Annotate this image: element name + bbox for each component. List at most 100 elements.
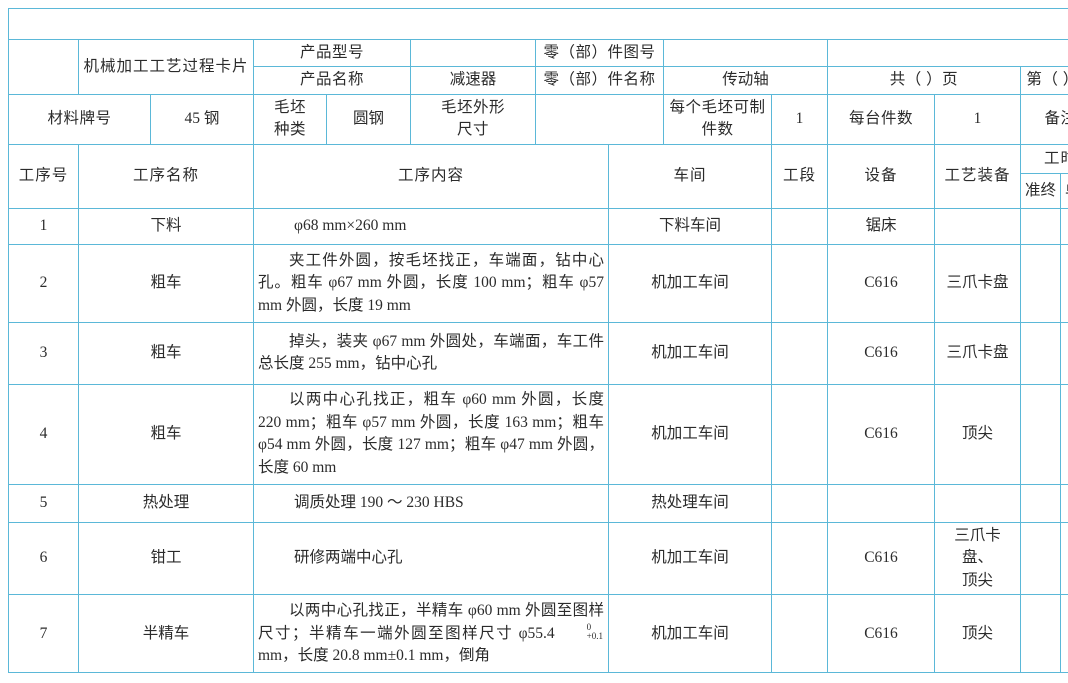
cell-work-hours-setup[interactable] xyxy=(1020,383,1061,485)
col-process-content: 工序内容 xyxy=(253,143,609,209)
total-pages-label[interactable]: 共（ ）页 xyxy=(827,66,1021,95)
parts-per-blank-value[interactable]: 1 xyxy=(771,93,828,145)
work-hours-subheader-row: 准终 单件 xyxy=(9,172,1068,209)
cell-work-hours-setup[interactable] xyxy=(1020,321,1061,385)
cell-tooling: 三爪卡盘 xyxy=(934,321,1021,385)
part-drawing-no-value[interactable] xyxy=(663,38,828,68)
cell-tooling: 三爪卡盘 xyxy=(934,243,1021,323)
cell-workshop: 机加工车间 xyxy=(608,243,772,323)
column-header-row: 工序号 工序名称 工序内容 车间 工段 设备 工艺装备 工时 xyxy=(8,143,1068,209)
part-name-value[interactable]: 传动轴 xyxy=(663,66,828,95)
cell-process-no: 3 xyxy=(8,321,79,385)
cell-process-content: φ68 mm×260 mm xyxy=(253,207,609,245)
col-equipment: 设备 xyxy=(827,143,935,209)
cell-work-hours-unit[interactable] xyxy=(1059,483,1068,523)
cell-tooling xyxy=(934,483,1021,523)
product-model-value[interactable] xyxy=(410,38,536,68)
cell-process-no: 4 xyxy=(8,383,79,485)
cell-section[interactable] xyxy=(771,483,828,523)
cell-process-name: 粗车 xyxy=(78,321,254,385)
cell-equipment: 锯床 xyxy=(827,207,935,245)
cell-work-hours-unit[interactable] xyxy=(1059,383,1068,485)
cell-equipment xyxy=(827,483,935,523)
part-name-label: 零（部）件名称 xyxy=(535,66,664,95)
cell-process-content: 研修两端中心孔 xyxy=(253,521,609,596)
cell-process-no: 5 xyxy=(8,483,79,523)
cell-work-hours-unit[interactable] xyxy=(1059,207,1068,245)
cell-process-name: 粗车 xyxy=(78,243,254,323)
cell-process-no: 1 xyxy=(8,207,79,245)
cell-process-name: 粗车 xyxy=(78,383,254,485)
cell-process-name: 下料 xyxy=(78,207,254,245)
col-work-hours-unit: 单件 xyxy=(1059,172,1068,209)
page-no-label[interactable]: 第（ ）页 xyxy=(1019,66,1068,95)
process-rows: 1 下料 φ68 mm×260 mm 下料车间 锯床 2 粗车 夹工件外圆，按毛坯找正，车端面… xyxy=(8,207,1068,674)
cell-work-hours-setup[interactable] xyxy=(1020,207,1061,245)
cell-process-name: 半精车 xyxy=(78,594,254,674)
product-name-value[interactable]: 减速器 xyxy=(410,66,536,95)
cell-workshop: 热处理车间 xyxy=(608,483,772,523)
cell-process-content: 夹工件外圆，按毛坯找正，车端面，钻中心孔。粗车 φ67 mm 外圆，长度 100… xyxy=(253,243,609,323)
table-row: 5 热处理 调质处理 190 ～ 230 HBS 热处理车间 xyxy=(8,483,1068,523)
cell-process-no: 7 xyxy=(8,594,79,674)
cell-work-hours-setup[interactable] xyxy=(1020,594,1061,674)
material-grade-label: 材料牌号 xyxy=(8,93,151,145)
cell-workshop: 机加工车间 xyxy=(608,383,772,485)
cell-work-hours-setup[interactable] xyxy=(1020,521,1061,596)
cell-section[interactable] xyxy=(771,321,828,385)
cell-process-name: 热处理 xyxy=(78,483,254,523)
process-card-sheet: 机械加工工艺过程卡片 产品型号 零（部）件图号 产品名称 减速器 零（部）件名称… xyxy=(7,8,1068,674)
cell-tooling: 三爪卡盘、 顶尖 xyxy=(934,521,1021,596)
cell-equipment: C616 xyxy=(827,594,935,674)
blank-size-value[interactable] xyxy=(535,93,664,145)
cell-workshop: 下料车间 xyxy=(608,207,772,245)
header-extra-cell[interactable] xyxy=(826,38,1068,68)
cell-workshop: 机加工车间 xyxy=(608,321,772,385)
table-row: 7 半精车 以两中心孔找正，半精车 φ60 mm 外圆至图样尺寸；半精车一端外圆至图… xyxy=(8,594,1068,674)
cell-work-hours-unit[interactable] xyxy=(1059,594,1068,674)
cell-work-hours-unit[interactable] xyxy=(1059,321,1068,385)
cell-tooling xyxy=(934,207,1021,245)
table-row: 2 粗车 夹工件外圆，按毛坯找正，车端面，钻中心孔。粗车 φ67 mm 外圆，长度 … xyxy=(8,243,1068,323)
title-row-model: 机械加工工艺过程卡片 产品型号 零（部）件图号 xyxy=(8,38,1068,95)
cell-workshop: 机加工车间 xyxy=(608,594,772,674)
cell-section[interactable] xyxy=(771,207,828,245)
cell-process-content: 以两中心孔找正，半精车 φ60 mm 外圆至图样尺寸；半精车一端外圆至图样尺寸 … xyxy=(253,594,609,674)
cell-process-content: 以两中心孔找正，粗车 φ60 mm 外圆，长度 220 mm；粗车 φ57 mm… xyxy=(253,383,609,485)
cell-tooling: 顶尖 xyxy=(934,383,1021,485)
col-work-hours: 工时 xyxy=(1019,143,1068,174)
cell-section[interactable] xyxy=(771,383,828,485)
cell-equipment: C616 xyxy=(827,321,935,385)
material-grade-value[interactable]: 45 钢 xyxy=(150,93,254,145)
cell-work-hours-unit[interactable] xyxy=(1059,521,1068,596)
top-blank-cell xyxy=(7,8,1068,40)
product-model-label: 产品型号 xyxy=(253,38,411,68)
cell-section[interactable] xyxy=(771,243,828,323)
cell-tooling: 顶尖 xyxy=(934,594,1021,674)
blank-size-label: 毛坯外形 尺寸 xyxy=(410,93,536,145)
col-section: 工段 xyxy=(771,143,828,209)
cell-work-hours-setup[interactable] xyxy=(1020,483,1061,523)
process-card-table: 机械加工工艺过程卡片 产品型号 零（部）件图号 产品名称 减速器 零（部）件名称… xyxy=(7,8,1068,674)
title-row-name: 产品名称 减速器 零（部）件名称 传动轴 共（ ）页 第（ ）页 xyxy=(9,66,1068,95)
table-row: 6 钳工 研修两端中心孔 机加工车间 C616 三爪卡盘、 顶尖 xyxy=(8,521,1068,596)
cell-section[interactable] xyxy=(771,594,828,674)
product-name-label: 产品名称 xyxy=(253,66,411,95)
blank-type-value[interactable]: 圆钢 xyxy=(326,93,411,145)
cell-equipment: C616 xyxy=(827,521,935,596)
cell-process-content: 掉头，装夹 φ67 mm 外圆处，车端面，车工件总长度 255 mm，钻中心孔 xyxy=(253,321,609,385)
parts-per-unit-value[interactable]: 1 xyxy=(934,93,1021,145)
cell-work-hours-setup[interactable] xyxy=(1020,243,1061,323)
part-drawing-no-label: 零（部）件图号 xyxy=(535,38,664,68)
cell-section[interactable] xyxy=(771,521,828,596)
cell-equipment: C616 xyxy=(827,243,935,323)
table-row: 1 下料 φ68 mm×260 mm 下料车间 锯床 xyxy=(8,207,1068,245)
parts-per-blank-label: 每个毛坯可制 件数 xyxy=(663,93,772,145)
col-tooling: 工艺装备 xyxy=(934,143,1021,209)
cell-work-hours-unit[interactable] xyxy=(1059,243,1068,323)
card-title: 机械加工工艺过程卡片 xyxy=(78,39,254,95)
cell-process-name: 钳工 xyxy=(78,521,254,596)
parts-per-unit-label: 每台件数 xyxy=(827,93,935,145)
cell-process-no: 2 xyxy=(8,243,79,323)
org-name-cell xyxy=(8,39,79,95)
